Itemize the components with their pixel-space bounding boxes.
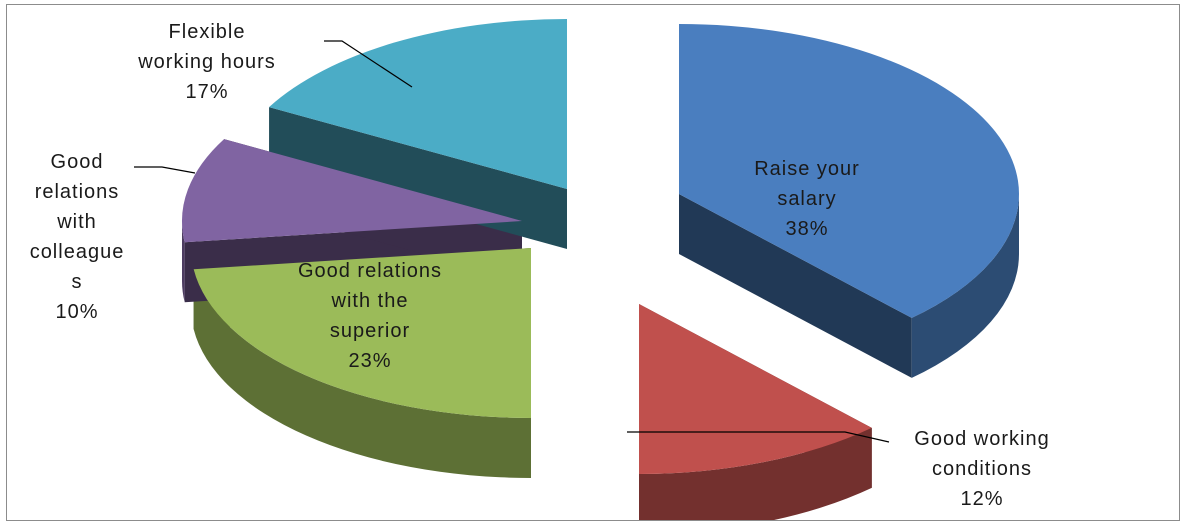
leader-line-3	[134, 166, 196, 174]
slice-name-label: Raise your	[754, 158, 860, 180]
slice-name-label: superior	[330, 320, 410, 342]
slice-name-label: with the	[331, 290, 409, 312]
slice-rim-2	[193, 269, 531, 478]
slice-percent-label: 10%	[55, 301, 98, 323]
slice-percent-label: 38%	[785, 218, 828, 240]
slice-name-label: conditions	[932, 458, 1032, 480]
leader-line-1	[627, 431, 890, 443]
slice-wall-0-1	[679, 194, 912, 378]
leader-lines	[134, 40, 890, 443]
slice-rim-0	[911, 194, 1019, 378]
slice-raise-your-salary	[679, 24, 1020, 318]
slice-rim-1	[639, 427, 872, 520]
slice-name-label: Good	[51, 151, 104, 173]
slice-percent-label: 12%	[960, 488, 1003, 510]
slice-name-label: Good relations	[298, 260, 442, 282]
slice-name-label: relations	[35, 181, 120, 203]
slice-name-label: Good working	[914, 428, 1049, 450]
slice-name-label: Flexible	[169, 21, 246, 43]
leader-line-4	[324, 40, 413, 88]
slice-rim-3	[182, 221, 185, 303]
slice-percent-label: 17%	[185, 81, 228, 103]
slice-name-label: s	[72, 271, 83, 293]
slice-good-relations-with-the-superior	[193, 248, 531, 418]
slice-flexible-working-hours	[269, 19, 567, 189]
chart-frame: Raise your salary 38% Good working condition…	[6, 4, 1180, 521]
slice-name-label: salary	[777, 188, 836, 210]
pie-chart: Raise your salary 38% Good working condition…	[30, 19, 1049, 520]
slice-percent-label: 23%	[348, 350, 391, 372]
slice-name-label: working hours	[137, 51, 276, 73]
slice-name-label: with	[56, 211, 97, 233]
slice-good-relations-with-colleagues	[182, 139, 522, 243]
slice-name-label: colleague	[30, 241, 125, 263]
data-labels: Raise your salary 38% Good working condition…	[30, 21, 1049, 510]
